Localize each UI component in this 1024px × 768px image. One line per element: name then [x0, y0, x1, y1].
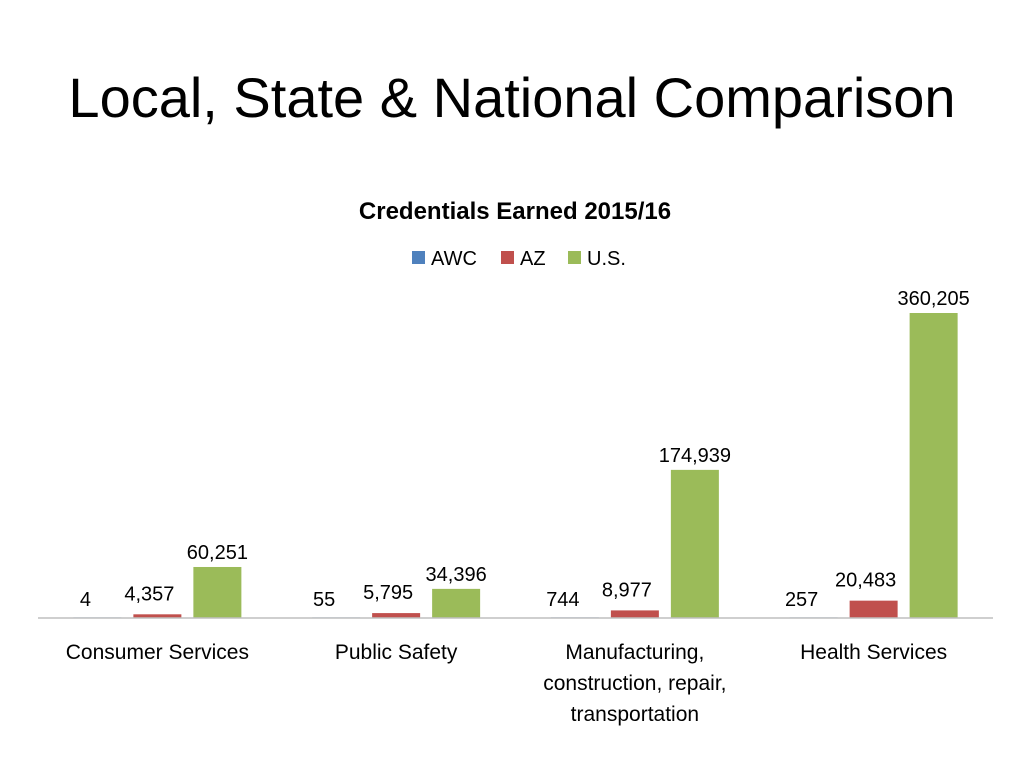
legend-label-awc: AWC — [431, 248, 477, 270]
data-label-us-1: 34,396 — [426, 564, 487, 586]
data-label-awc-2: 744 — [546, 589, 579, 611]
bar-az-3 — [849, 600, 898, 618]
data-label-az-1: 5,795 — [363, 582, 413, 604]
slide-title: Local, State & National Comparison — [68, 66, 956, 129]
data-label-awc-3: 257 — [785, 589, 818, 611]
data-label-awc-1: 55 — [313, 589, 335, 611]
bar-us-0 — [193, 566, 242, 618]
category-label-2-line-1: construction, repair, — [543, 672, 726, 695]
legend-label-az: AZ — [520, 248, 546, 270]
bars-group — [73, 313, 958, 618]
data-label-us-3: 360,205 — [897, 288, 969, 310]
category-labels-group: Consumer Services Public Safety Manufactur… — [66, 641, 947, 726]
bar-us-1 — [432, 588, 481, 618]
data-label-az-3: 20,483 — [835, 570, 896, 592]
data-label-us-0: 60,251 — [187, 542, 248, 564]
legend-swatch-awc — [412, 251, 425, 264]
category-label-2-line-2: transportation — [571, 703, 699, 726]
category-label-1-line-0: Public Safety — [335, 641, 458, 664]
chart-title: Credentials Earned 2015/16 — [359, 198, 671, 225]
data-label-awc-0: 4 — [80, 589, 91, 611]
legend-swatch-us — [568, 251, 581, 264]
data-label-us-2: 174,939 — [659, 445, 731, 467]
category-label-3-line-0: Health Services — [800, 641, 947, 664]
bar-us-2 — [670, 469, 719, 618]
category-label-0-line-0: Consumer Services — [66, 641, 249, 664]
data-label-az-2: 8,977 — [602, 579, 652, 601]
data-label-az-0: 4,357 — [124, 583, 174, 605]
bar-us-3 — [909, 313, 958, 618]
bar-az-1 — [372, 613, 421, 618]
legend-label-us: U.S. — [587, 248, 626, 270]
legend: AWC AZ U.S. — [412, 248, 626, 270]
legend-swatch-az — [501, 251, 514, 264]
data-labels-group: 4 4,357 60,251 55 5,795 34,396 744 8,977 174,939… — [80, 288, 970, 611]
bar-az-0 — [133, 614, 182, 618]
category-label-2-line-0: Manufacturing, — [565, 641, 704, 664]
bar-az-2 — [610, 610, 659, 618]
